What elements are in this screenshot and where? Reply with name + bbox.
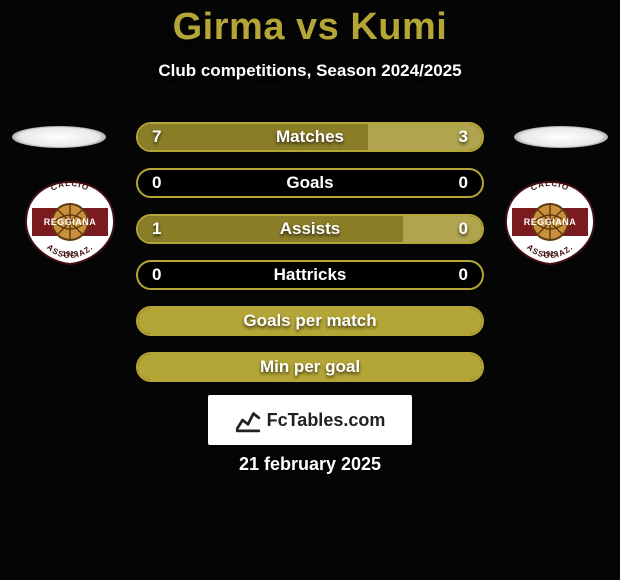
vs-text: vs <box>296 6 339 48</box>
bar-value-right: 0 <box>459 216 468 242</box>
stat-bar: Goals per match <box>136 306 484 336</box>
svg-text:1919: 1919 <box>62 251 78 258</box>
subtitle: Club competitions, Season 2024/2025 <box>0 61 620 81</box>
bar-value-left: 0 <box>152 170 161 196</box>
bar-value-right: 0 <box>459 170 468 196</box>
comparison-title: Girma vs Kumi <box>0 0 620 49</box>
stat-bar: 0 0Goals <box>136 168 484 198</box>
stat-bar: 0 0Hattricks <box>136 260 484 290</box>
bar-value-left: 0 <box>152 262 161 288</box>
bar-value-right: 3 <box>459 124 468 150</box>
bar-label: Goals <box>138 170 482 196</box>
stat-bar: 73Matches <box>136 122 484 152</box>
player-right-name: Kumi <box>350 6 447 48</box>
bar-fill-left <box>138 124 368 150</box>
stat-bar: 10Assists <box>136 214 484 244</box>
brand-text: FcTables.com <box>267 410 386 431</box>
bar-fill-left <box>138 216 403 242</box>
chart-icon <box>235 407 261 433</box>
bar-fill-right <box>403 216 482 242</box>
club-crest-left: CALCIO ASSOCIAZ. REGGIANA 1919 <box>20 178 120 266</box>
bar-value-right: 0 <box>459 262 468 288</box>
bar-value-left: 7 <box>152 124 161 150</box>
stat-bar: Min per goal <box>136 352 484 382</box>
player-left-name: Girma <box>173 6 285 48</box>
shadow-ellipse-left <box>12 126 106 148</box>
bar-fill-left <box>138 308 482 334</box>
brand-badge: FcTables.com <box>208 395 412 445</box>
svg-text:1919: 1919 <box>542 251 558 258</box>
svg-text:REGGIANA: REGGIANA <box>524 217 577 227</box>
shadow-ellipse-right <box>514 126 608 148</box>
date-text: 21 february 2025 <box>0 454 620 475</box>
club-crest-right: CALCIO ASSOCIAZ. REGGIANA 1919 <box>500 178 600 266</box>
bar-label: Hattricks <box>138 262 482 288</box>
bar-value-left: 1 <box>152 216 161 242</box>
svg-text:REGGIANA: REGGIANA <box>44 217 97 227</box>
comparison-bars: 73Matches00Goals10Assists00HattricksGoal… <box>136 122 484 398</box>
bar-fill-left <box>138 354 482 380</box>
